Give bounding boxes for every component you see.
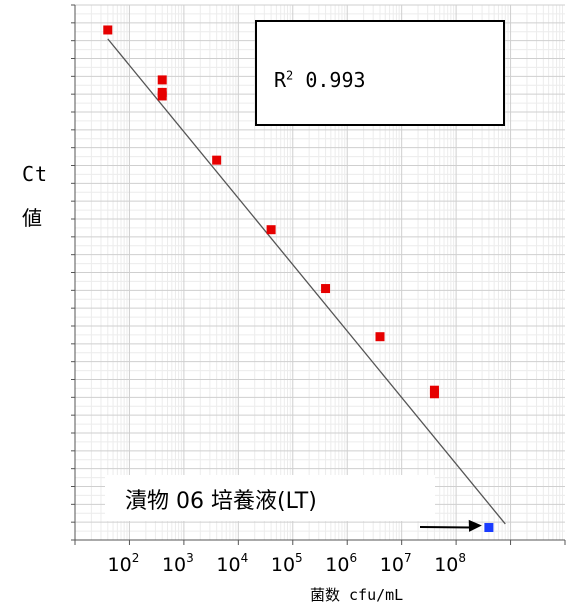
x-tick-label: 103: [162, 551, 194, 576]
data-point: [429, 389, 439, 399]
r-squared-superscript: 2: [286, 68, 294, 83]
r-squared-label: R: [274, 68, 287, 92]
data-point: [103, 25, 113, 35]
r-squared-text: R2 0.993: [274, 68, 366, 92]
data-point: [375, 332, 385, 342]
fit-line: [107, 38, 506, 525]
x-tick-labels: 102 103 104 105 106 107 108: [108, 551, 466, 576]
r-squared-value: 0.993: [305, 68, 366, 92]
annotation-arrow-group: [419, 519, 482, 532]
y-axis-label-line2: 値: [22, 206, 43, 230]
axes: [71, 4, 566, 545]
x-tick-label: 108: [434, 551, 466, 576]
fit-line-group: [107, 38, 506, 525]
data-point: [484, 523, 494, 533]
data-point: [266, 225, 276, 235]
data-points: [103, 25, 494, 533]
x-tick-label: 106: [325, 551, 357, 576]
data-point: [157, 91, 167, 101]
data-point: [212, 155, 222, 165]
x-tick-label: 105: [271, 551, 303, 576]
x-tick-label: 107: [380, 551, 412, 576]
x-tick-label: 104: [216, 551, 248, 576]
annotation-arrow-head: [468, 519, 482, 532]
data-point: [157, 75, 167, 85]
r-squared-box: R2 0.993: [255, 20, 505, 126]
y-axis-label-line1: Ct: [22, 162, 49, 186]
annotation-label: 漬物 06 培養液(LT): [125, 489, 317, 514]
data-point: [321, 284, 331, 294]
x-axis-label: 菌数 cfu/mL: [310, 586, 404, 604]
annotation-box: 漬物 06 培養液(LT): [105, 475, 435, 521]
x-tick-label: 102: [108, 551, 140, 576]
annotation-arrow-line: [419, 526, 472, 529]
